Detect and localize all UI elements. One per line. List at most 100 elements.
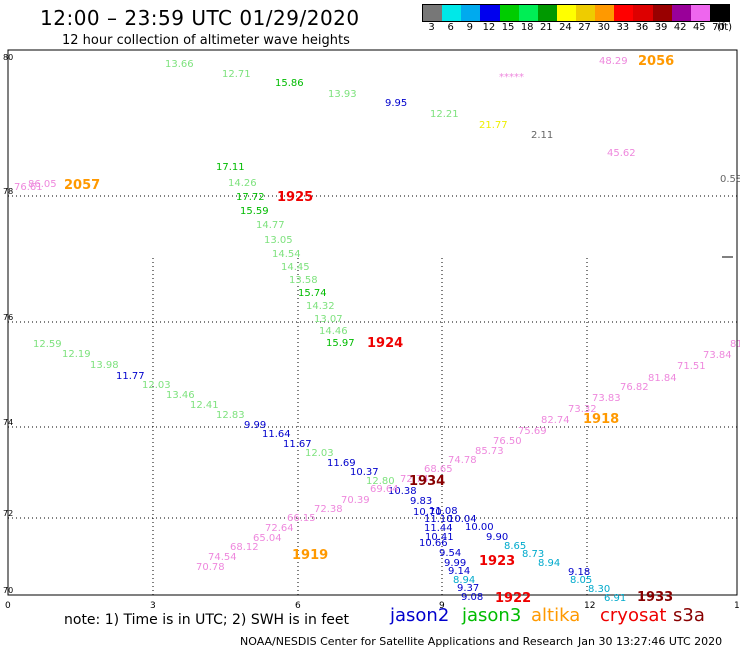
satellite-legend-jason3: jason3: [462, 605, 522, 626]
wave-height-reading: 9.14: [448, 566, 470, 577]
legend-tick-label: 12: [482, 22, 496, 33]
wave-height-reading: 81.99: [730, 339, 740, 350]
wave-height-reading: 70.39: [341, 495, 370, 506]
wave-height-reading: 9.83: [410, 496, 432, 507]
wave-height-reading: 71.51: [677, 361, 706, 372]
wave-height-reading: 11.10: [424, 514, 453, 525]
x-tick-label: 0: [5, 601, 11, 611]
wave-height-reading: 8.94: [538, 558, 560, 569]
wave-height-reading: 76.82: [620, 382, 649, 393]
legend-swatch: [556, 5, 576, 21]
legend-swatch: [518, 5, 538, 21]
wave-height-reading: 8.30: [588, 584, 610, 595]
orbit-pass-id: 1925: [277, 190, 313, 205]
y-tick-label: 76: [3, 313, 13, 322]
orbit-pass-id: 1919: [292, 548, 328, 563]
wave-height-reading: 8.73: [522, 549, 544, 560]
wave-height-reading: 70.78: [196, 562, 225, 573]
legend-swatch: [499, 5, 519, 21]
legend-swatch: [461, 5, 481, 21]
wave-height-reading: 12.41: [190, 400, 219, 411]
wave-height-reading: 21.77: [479, 120, 508, 131]
wave-height-reading: 72.38: [314, 504, 343, 515]
wave-height-reading: 13.07: [314, 314, 343, 325]
wave-height-reading: 17.72: [236, 192, 265, 203]
orbit-pass-id: 1918: [583, 412, 619, 427]
legend-unit: (ft): [717, 22, 733, 33]
wave-height-reading: 48.29: [599, 56, 628, 67]
legend-tick-label: 24: [559, 22, 572, 33]
wave-height-reading: 14.45: [281, 262, 310, 273]
legend-tick-label: 15: [501, 22, 515, 33]
legend-swatch: [633, 5, 653, 21]
wave-height-reading: 17.11: [216, 162, 245, 173]
color-scale-legend: [422, 4, 730, 22]
wave-height-reading: 11.67: [283, 439, 312, 450]
wave-height-reading: 14.77: [256, 220, 285, 231]
wave-height-reading: 45.62: [607, 148, 636, 159]
wave-height-reading: 69.64: [370, 484, 399, 495]
wave-height-reading: 14.26: [228, 178, 257, 189]
satellite-legend-cryosat: cryosat: [600, 605, 667, 626]
wave-height-reading: 65.04: [253, 533, 282, 544]
footer-note: note: 1) Time is in UTC; 2) SWH is in fe…: [64, 612, 350, 628]
wave-height-reading: 15.59: [240, 206, 269, 217]
wave-height-reading: 12.19: [62, 349, 91, 360]
wave-height-reading: 14.54: [272, 249, 301, 260]
wave-height-reading: 9.18: [568, 567, 590, 578]
wave-height-reading: 75.69: [518, 426, 547, 437]
wave-height-reading: 15.86: [275, 78, 304, 89]
wave-height-reading: 12.80: [366, 476, 395, 487]
wave-height-reading: 76.61: [14, 182, 43, 193]
orbit-pass-id: 1934: [409, 474, 445, 489]
orbit-pass-id: 1923: [479, 554, 515, 569]
orbit-pass-id: 2057: [64, 178, 100, 193]
wave-height-reading: 9.95: [385, 98, 407, 109]
wave-height-reading: 11.69: [327, 458, 356, 469]
legend-swatch: [423, 5, 443, 21]
wave-height-reading: 72.74: [400, 474, 429, 485]
legend-tick-label: 9: [466, 22, 473, 33]
wave-height-reading: 81.84: [648, 373, 677, 384]
legend-tick-label: 36: [635, 22, 649, 33]
wave-height-reading: 13.93: [328, 89, 357, 100]
legend-tick-label: 21: [539, 22, 553, 33]
wave-height-reading: 11.64: [262, 429, 291, 440]
wave-height-reading: 15.74: [298, 288, 327, 299]
wave-height-reading: 82.74: [541, 415, 570, 426]
wave-height-reading: 73.84: [703, 350, 732, 361]
x-tick-label: 12: [584, 601, 595, 611]
wave-height-reading: 12.71: [222, 69, 251, 80]
y-tick-label: 78: [3, 187, 13, 196]
legend-swatch: [480, 5, 500, 21]
wave-height-reading: 10.00: [465, 522, 494, 533]
wave-height-reading: 12.03: [305, 448, 334, 459]
orbit-pass-id: 1922: [495, 591, 531, 606]
wave-height-reading: 13.58: [289, 275, 318, 286]
wave-height-reading: 11.08: [429, 506, 458, 517]
legend-tick-label: 30: [597, 22, 611, 33]
wave-height-reading: 9.08: [461, 592, 483, 603]
legend-swatch: [690, 5, 710, 21]
legend-tick-label: 39: [654, 22, 668, 33]
wave-height-reading: 73.83: [592, 393, 621, 404]
page-title: 12:00 – 23:59 UTC 01/29/2020: [40, 6, 360, 30]
wave-height-reading: 12.59: [33, 339, 62, 350]
wave-height-reading: 9.99: [244, 420, 266, 431]
color-scale-labels: 3 6 9 12 15 18 21 24 27 30 33 36 39 42 45 70: [422, 22, 728, 33]
wave-height-reading: 76.50: [493, 436, 522, 447]
x-tick-label: 3: [150, 601, 156, 611]
legend-tick-label: 42: [673, 22, 687, 33]
wave-height-reading: 12.21: [430, 109, 459, 120]
orbit-pass-id: 1924: [367, 336, 403, 351]
wave-height-reading: 9.37: [457, 583, 479, 594]
wave-height-reading: 8.94: [453, 575, 475, 586]
wave-height-reading: 85.73: [475, 446, 504, 457]
orbit-pass-id: 1933: [637, 590, 673, 605]
wave-height-reading: 74.78: [448, 455, 477, 466]
wave-height-reading: 0.58: [720, 174, 740, 185]
wave-height-reading: 10.66: [419, 538, 448, 549]
generated-timestamp: Jan 30 13:27:46 UTC 2020: [578, 635, 723, 648]
